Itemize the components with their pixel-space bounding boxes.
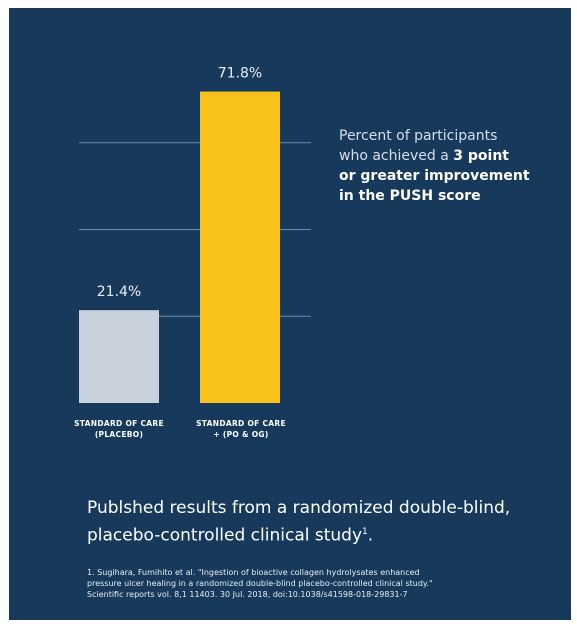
category-label-treatment-line2: + (PO & OG): [213, 430, 269, 439]
annotation-line-2-bold: 3 point: [453, 148, 509, 164]
category-label-placebo: STANDARD OF CARE (PLACEBO): [63, 418, 175, 440]
bar-placebo-value-label: 21.4%: [97, 284, 141, 300]
citation: 1. Sugihara, Fumihito et al. "Ingestion …: [87, 567, 557, 600]
bar-treatment-value-label: 71.8%: [218, 66, 262, 82]
annotation-line-3: or greater improvement: [339, 168, 530, 184]
infographic-panel: 21.4% 71.8% STANDARD OF CARE (PLACEBO) ST…: [9, 8, 571, 620]
study-summary-text: Publshed results from a randomized doubl…: [87, 498, 511, 546]
annotation-line-2: who achieved a 3 point: [339, 146, 559, 166]
citation-line-1: 1. Sugihara, Fumihito et al. "Ingestion …: [87, 568, 420, 577]
bar-treatment: [200, 91, 280, 403]
study-summary-period: .: [367, 525, 374, 546]
citation-line-2: pressure ulcer healing in a randomized d…: [87, 579, 433, 588]
category-label-treatment-line1: STANDARD OF CARE: [196, 419, 286, 428]
citation-line-3: Scientific reports vol. 8,1 11403. 30 Ju…: [87, 590, 408, 599]
category-label-placebo-line2: (PLACEBO): [94, 430, 144, 439]
annotation-line-1: Percent of participants: [339, 128, 498, 144]
category-label-placebo-line1: STANDARD OF CARE: [74, 419, 164, 428]
chart-annotation: Percent of participants who achieved a 3…: [339, 126, 559, 206]
bar-placebo: [79, 310, 159, 403]
annotation-line-2-normal: who achieved a: [339, 148, 454, 164]
study-summary-footnote-mark: 1: [362, 527, 368, 537]
annotation-line-4: in the PUSH score: [339, 188, 481, 204]
category-label-treatment: STANDARD OF CARE + (PO & OG): [185, 418, 297, 440]
bar-chart: 21.4% 71.8%: [79, 66, 311, 403]
study-summary: Publshed results from a randomized doubl…: [87, 496, 557, 548]
